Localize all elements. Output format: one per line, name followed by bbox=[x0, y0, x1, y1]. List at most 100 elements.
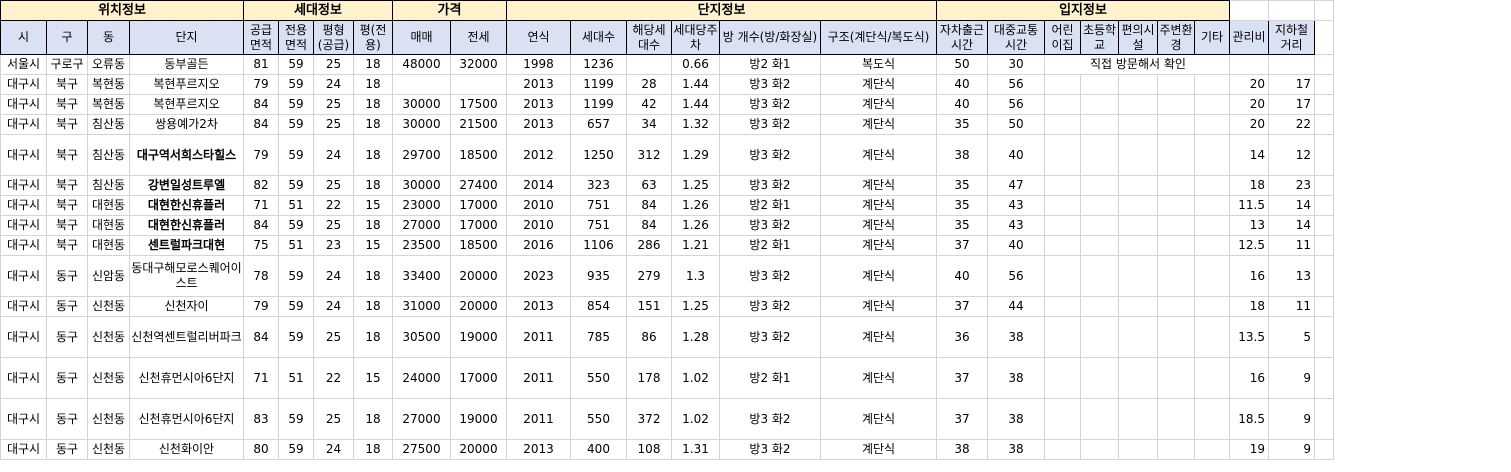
cell-transit-commute[interactable]: 56 bbox=[987, 74, 1045, 95]
cell-jeonse[interactable]: 18500 bbox=[450, 134, 507, 176]
cell-car-commute[interactable]: 37 bbox=[936, 398, 988, 440]
cell-year[interactable]: 1998 bbox=[506, 54, 571, 75]
cell-rooms[interactable]: 방3 화2 bbox=[719, 215, 821, 236]
cell-supply-area[interactable]: 81 bbox=[243, 54, 279, 75]
cell-si[interactable]: 서울시 bbox=[0, 54, 47, 75]
cell-transit-commute[interactable]: 38 bbox=[987, 357, 1045, 399]
cell-supply-area[interactable]: 75 bbox=[243, 235, 279, 256]
cell-mgmt-fee[interactable]: 18 bbox=[1229, 175, 1269, 196]
cell-rooms[interactable]: 방3 화2 bbox=[719, 74, 821, 95]
cell-sale[interactable]: 23500 bbox=[392, 235, 451, 256]
cell-sale[interactable]: 29700 bbox=[392, 134, 451, 176]
cell-gu[interactable]: 북구 bbox=[46, 134, 88, 176]
cell-gu[interactable]: 동구 bbox=[46, 439, 88, 460]
cell-households[interactable]: 935 bbox=[570, 255, 627, 297]
cell-structure[interactable]: 계단식 bbox=[820, 195, 937, 216]
cell-car-commute[interactable]: 35 bbox=[936, 175, 988, 196]
cell-convenience[interactable] bbox=[1118, 175, 1158, 196]
cell-jeonse[interactable]: 17000 bbox=[450, 215, 507, 236]
cell-rooms[interactable]: 방2 화1 bbox=[719, 357, 821, 399]
cell-excl-area[interactable]: 59 bbox=[278, 215, 314, 236]
cell-elementary[interactable] bbox=[1080, 175, 1119, 196]
header-type-count[interactable]: 해당세대수 bbox=[626, 20, 672, 55]
cell-dong[interactable]: 대현동 bbox=[87, 195, 130, 216]
cell-elementary[interactable] bbox=[1080, 316, 1119, 358]
cell-rooms[interactable]: 방2 화1 bbox=[719, 54, 821, 75]
cell-households[interactable]: 1106 bbox=[570, 235, 627, 256]
cell-car-commute[interactable]: 50 bbox=[936, 54, 988, 75]
cell-sale[interactable]: 27000 bbox=[392, 215, 451, 236]
cell-pyeong-type[interactable]: 22 bbox=[313, 195, 354, 216]
cell-households[interactable]: 550 bbox=[570, 357, 627, 399]
cell-excl-area[interactable]: 59 bbox=[278, 175, 314, 196]
cell-pyeong-excl[interactable]: 18 bbox=[353, 296, 393, 317]
cell-dong[interactable]: 대현동 bbox=[87, 215, 130, 236]
cell-subway[interactable]: 11 bbox=[1268, 296, 1315, 317]
cell-pyeong-excl[interactable]: 18 bbox=[353, 398, 393, 440]
cell-type-count[interactable]: 63 bbox=[626, 175, 672, 196]
header-elementary[interactable]: 초등학교 bbox=[1080, 20, 1119, 55]
header-danji[interactable]: 단지 bbox=[129, 20, 244, 55]
header-daycare[interactable]: 어린이집 bbox=[1044, 20, 1081, 55]
cell-car-commute[interactable]: 35 bbox=[936, 215, 988, 236]
header-pyeong-excl[interactable]: 평(전용) bbox=[353, 20, 393, 55]
cell-subway[interactable]: 12 bbox=[1268, 134, 1315, 176]
cell-mgmt-fee[interactable]: 20 bbox=[1229, 114, 1269, 135]
cell-danji[interactable]: 복현푸르지오 bbox=[129, 94, 244, 115]
cell-danji[interactable]: 대현한신휴플러 bbox=[129, 215, 244, 236]
cell-type-count[interactable]: 151 bbox=[626, 296, 672, 317]
cell-etc[interactable] bbox=[1194, 195, 1230, 216]
cell-parking[interactable]: 1.29 bbox=[671, 134, 720, 176]
cell-convenience[interactable] bbox=[1118, 296, 1158, 317]
cell-danji[interactable]: 신천화이안 bbox=[129, 439, 244, 460]
cell-households[interactable]: 854 bbox=[570, 296, 627, 317]
cell-gu[interactable]: 북구 bbox=[46, 215, 88, 236]
cell-convenience[interactable] bbox=[1118, 357, 1158, 399]
cell-mgmt-fee[interactable]: 18.5 bbox=[1229, 398, 1269, 440]
header-convenience[interactable]: 편의시설 bbox=[1118, 20, 1158, 55]
cell-type-count[interactable]: 42 bbox=[626, 94, 672, 115]
cell-dong[interactable]: 복현동 bbox=[87, 74, 130, 95]
cell-year[interactable]: 2023 bbox=[506, 255, 571, 297]
empty-cell[interactable] bbox=[1314, 316, 1334, 358]
cell-households[interactable]: 1250 bbox=[570, 134, 627, 176]
cell-year[interactable]: 2011 bbox=[506, 357, 571, 399]
cell-sale[interactable]: 30000 bbox=[392, 175, 451, 196]
cell-structure[interactable]: 계단식 bbox=[820, 439, 937, 460]
cell-car-commute[interactable]: 37 bbox=[936, 357, 988, 399]
cell-transit-commute[interactable]: 50 bbox=[987, 114, 1045, 135]
cell-excl-area[interactable]: 59 bbox=[278, 316, 314, 358]
cell-daycare[interactable] bbox=[1044, 296, 1081, 317]
cell-daycare[interactable] bbox=[1044, 398, 1081, 440]
cell-car-commute[interactable]: 35 bbox=[936, 114, 988, 135]
group-location[interactable]: 위치정보 bbox=[0, 0, 244, 21]
cell-year[interactable]: 2013 bbox=[506, 74, 571, 95]
cell-supply-area[interactable]: 84 bbox=[243, 114, 279, 135]
cell-excl-area[interactable]: 59 bbox=[278, 296, 314, 317]
cell-daycare[interactable] bbox=[1044, 175, 1081, 196]
cell-subway[interactable]: 13 bbox=[1268, 255, 1315, 297]
cell-car-commute[interactable]: 38 bbox=[936, 134, 988, 176]
cell-gu[interactable]: 동구 bbox=[46, 255, 88, 297]
cell-pyeong-type[interactable]: 24 bbox=[313, 255, 354, 297]
empty-cell[interactable] bbox=[1229, 0, 1269, 21]
cell-structure[interactable]: 계단식 bbox=[820, 255, 937, 297]
cell-subway[interactable]: 14 bbox=[1268, 215, 1315, 236]
cell-type-count[interactable] bbox=[626, 54, 672, 75]
cell-daycare[interactable] bbox=[1044, 94, 1081, 115]
empty-cell[interactable] bbox=[1314, 114, 1334, 135]
header-sale[interactable]: 매매 bbox=[392, 20, 451, 55]
cell-year[interactable]: 2010 bbox=[506, 215, 571, 236]
cell-elementary[interactable] bbox=[1080, 134, 1119, 176]
header-structure[interactable]: 구조(계단식/복도식) bbox=[820, 20, 937, 55]
cell-parking[interactable]: 1.3 bbox=[671, 255, 720, 297]
cell-subway[interactable]: 9 bbox=[1268, 398, 1315, 440]
cell-rooms[interactable]: 방2 화1 bbox=[719, 235, 821, 256]
cell-danji[interactable]: 강변일성트루엘 bbox=[129, 175, 244, 196]
cell-elementary[interactable] bbox=[1080, 255, 1119, 297]
cell-rooms[interactable]: 방3 화2 bbox=[719, 175, 821, 196]
cell-pyeong-excl[interactable]: 15 bbox=[353, 195, 393, 216]
cell-type-count[interactable]: 108 bbox=[626, 439, 672, 460]
cell-dong[interactable]: 복현동 bbox=[87, 94, 130, 115]
cell-structure[interactable]: 계단식 bbox=[820, 175, 937, 196]
